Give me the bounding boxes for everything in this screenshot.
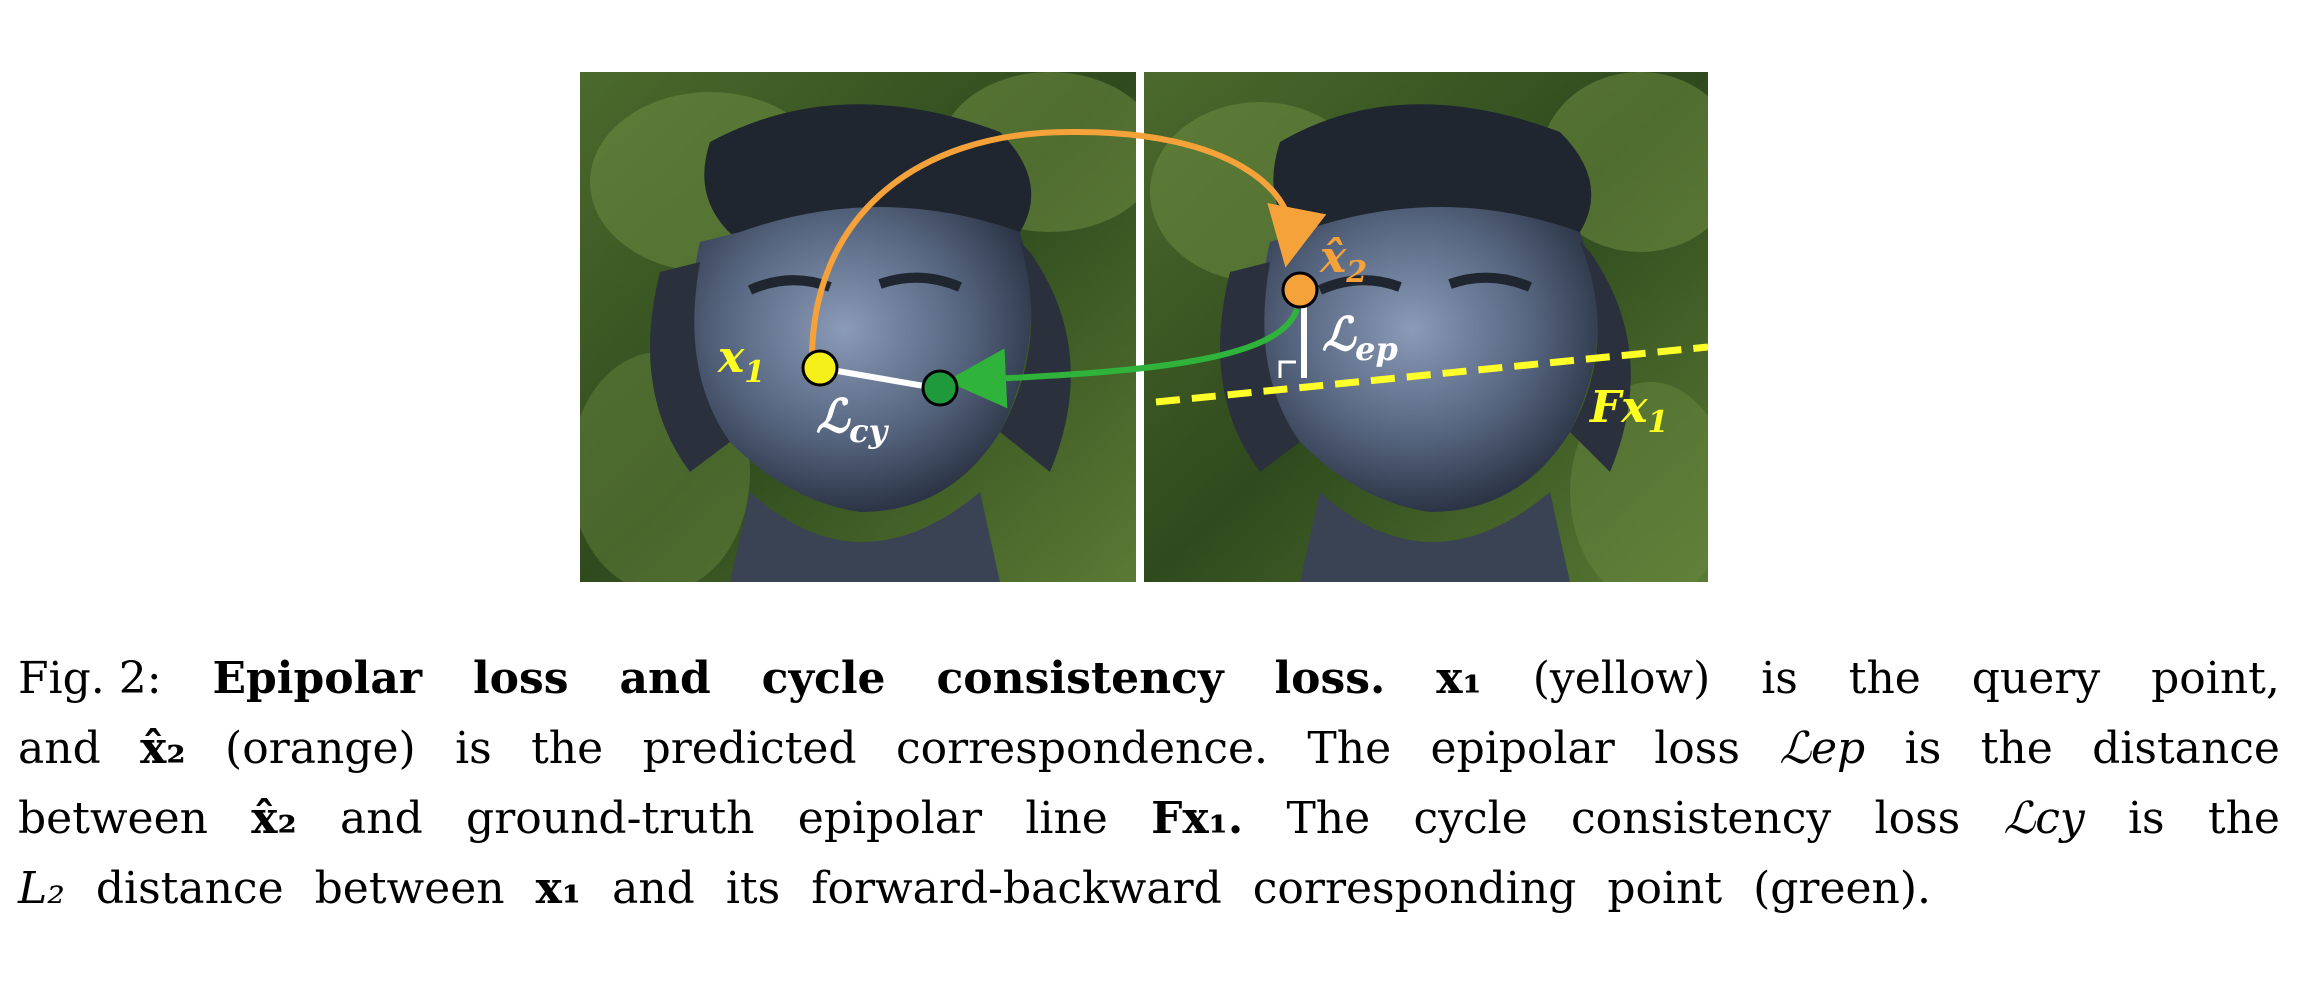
cycle-loss-segment (819, 365, 937, 391)
caption-word: L₂ (18, 863, 65, 914)
caption-word: and (18, 723, 101, 774)
caption-word: (orange) (225, 723, 416, 774)
right-photo (1144, 72, 1708, 582)
caption-line-1: Fig. 2: Epipolar loss and cycle consiste… (18, 644, 2280, 714)
epipolar-line (1155, 343, 1708, 406)
caption-word: epipolar (1430, 723, 1615, 774)
caption-word: between (314, 863, 505, 914)
caption-word: the (1848, 653, 1921, 704)
caption-word: (green). (1753, 863, 1932, 914)
caption-word: query (1971, 653, 2101, 704)
caption-word: loss (1874, 793, 1961, 844)
cycle-point (921, 369, 959, 407)
caption-word: cycle (761, 653, 886, 704)
predicted-point-x2hat (1281, 271, 1319, 309)
caption-word: line (1025, 793, 1108, 844)
label-x1: x1 (717, 332, 765, 390)
caption-word: consistency (1570, 793, 1832, 844)
caption-word: forward-backward (811, 863, 1222, 914)
caption-word: epipolar (797, 793, 983, 844)
label-fx1: Fx1 (1588, 382, 1668, 440)
caption-word: x̂₂ (251, 793, 297, 844)
caption-word: and (340, 793, 423, 844)
caption-line-4: L₂ distance between x₁ and its forward-b… (18, 854, 2280, 924)
caption-word: and (619, 653, 711, 704)
forward-arrow (808, 128, 1327, 365)
caption-word: x̂₂ (140, 723, 186, 774)
caption-word: correspondence. (895, 723, 1269, 774)
caption-word: The (1286, 793, 1371, 844)
caption-word: consistency (936, 653, 1224, 704)
caption-word: Fig. 2: (18, 653, 162, 704)
figure-canvas: x1 x̂2 ℒep ℒcy Fx1 (580, 72, 1708, 582)
label-l-cy: ℒcy (816, 389, 890, 450)
caption-word: the (1980, 723, 2053, 774)
caption-line-3: between x̂₂ and ground-truth epipolar li… (18, 784, 2280, 854)
caption-word: the (531, 723, 604, 774)
backward-arrow (946, 307, 1300, 409)
right-angle-mark (1278, 360, 1296, 378)
caption-word: between (18, 793, 208, 844)
caption-word: Fx₁. (1151, 793, 1244, 844)
caption-word: is (455, 723, 492, 774)
caption-word: point (1607, 863, 1723, 914)
caption-word: The (1307, 723, 1392, 774)
figure-caption: Fig. 2: Epipolar loss and cycle consiste… (18, 644, 2280, 924)
label-l-ep: ℒep (1322, 307, 1398, 368)
caption-word: x₁ (535, 863, 582, 914)
caption-word: and (612, 863, 695, 914)
caption-word: is (1761, 653, 1798, 704)
caption-word: cycle (1413, 793, 1528, 844)
caption-word: loss (1654, 723, 1740, 774)
caption-word: x₁ (1436, 653, 1482, 704)
panel-separator (1136, 72, 1144, 582)
caption-word: the (2207, 793, 2280, 844)
query-point-x1 (801, 349, 839, 387)
caption-word: corresponding (1252, 863, 1577, 914)
caption-line-2: and x̂₂ (orange) is the predicted corres… (18, 714, 2280, 784)
caption-word: distance (95, 863, 284, 914)
caption-word: point, (2151, 653, 2280, 704)
caption-word: is (2127, 793, 2165, 844)
label-x2hat: x̂2 (1319, 232, 1367, 290)
caption-word: predicted (642, 723, 857, 774)
caption-word: its (725, 863, 781, 914)
caption-word: (yellow) (1532, 653, 1711, 704)
caption-word: distance (2092, 723, 2280, 774)
caption-word: loss (472, 653, 569, 704)
figure: x1 x̂2 ℒep ℒcy Fx1 (580, 72, 1708, 582)
caption-word: ℒep (1779, 723, 1866, 774)
caption-word: ℒcy (2003, 793, 2085, 844)
left-photo (580, 72, 1160, 582)
caption-word: is (1904, 723, 1942, 774)
caption-word: loss. (1274, 653, 1386, 704)
caption-word: Epipolar (212, 653, 423, 704)
caption-word: ground-truth (466, 793, 755, 844)
